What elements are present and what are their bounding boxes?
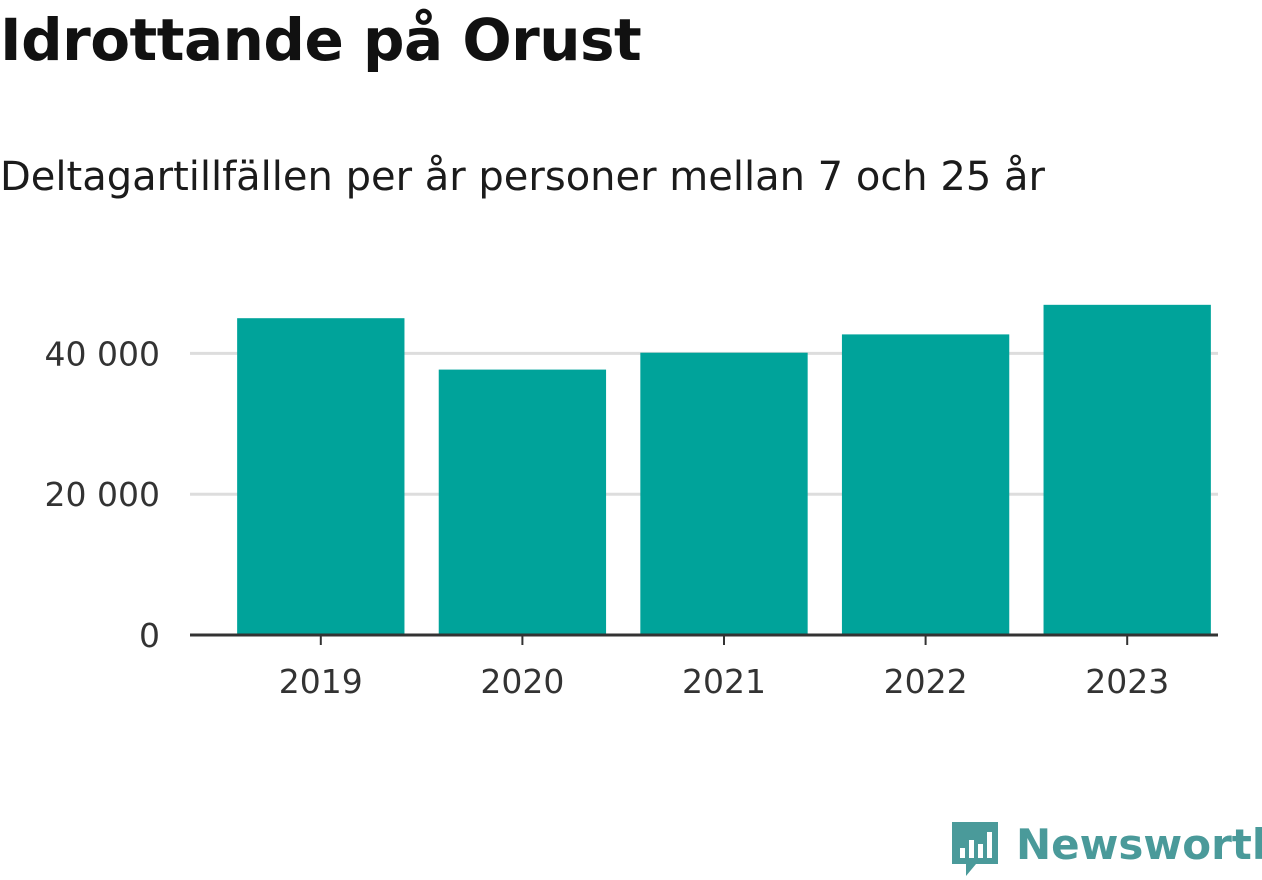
bars — [237, 304, 1211, 635]
x-tick-label: 2019 — [279, 662, 363, 701]
logo-bar-3 — [978, 844, 983, 858]
bar — [640, 352, 808, 635]
y-tick-label: 0 — [139, 616, 160, 655]
y-tick-label: 20 000 — [45, 475, 160, 514]
bar — [237, 318, 405, 635]
bar — [841, 334, 1010, 635]
y-tick-label: 40 000 — [45, 334, 160, 373]
x-tick-label: 2023 — [1085, 662, 1169, 701]
x-tick-label: 2021 — [682, 662, 766, 701]
chart-title: Idrottande på Orust — [0, 6, 642, 74]
x-tick-label: 2020 — [480, 662, 564, 701]
newsworthy-logo: Newsworthy — [950, 820, 1262, 880]
brand-name: Newsworthy — [1016, 820, 1262, 869]
logo-bar-2 — [969, 840, 974, 858]
axes: 0 20 000 40 000 2019 2020 2021 2022 2023 — [45, 334, 1218, 701]
bar — [438, 369, 607, 635]
chart-subtitle: Deltagartillfällen per år personer mella… — [0, 154, 1045, 200]
logo-bar-1 — [960, 848, 965, 858]
x-tick-label: 2022 — [884, 662, 968, 701]
logo-badge — [952, 822, 998, 876]
logo-bar-4 — [987, 832, 992, 858]
newsworthy-logo-icon — [952, 822, 998, 876]
bar — [1043, 304, 1211, 635]
